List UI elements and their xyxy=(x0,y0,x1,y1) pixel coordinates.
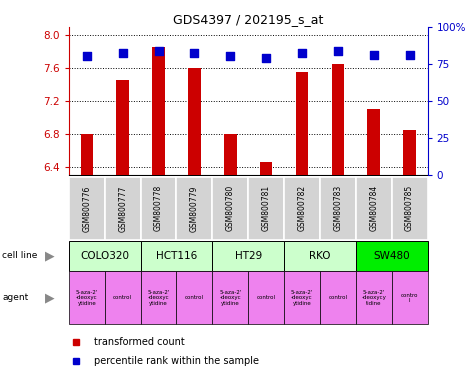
Bar xyxy=(284,177,320,240)
Bar xyxy=(356,241,428,271)
Bar xyxy=(105,271,141,324)
Text: RKO: RKO xyxy=(309,251,331,261)
Bar xyxy=(296,72,308,175)
Bar xyxy=(284,271,320,324)
Point xyxy=(83,53,91,60)
Text: GSM800781: GSM800781 xyxy=(262,185,271,232)
Bar xyxy=(69,271,105,324)
Bar xyxy=(152,47,165,175)
Point xyxy=(155,48,162,54)
Text: transformed count: transformed count xyxy=(94,337,185,347)
Bar xyxy=(212,241,284,271)
Bar xyxy=(248,177,284,240)
Point xyxy=(119,50,126,56)
Text: HT29: HT29 xyxy=(235,251,262,261)
Text: control: control xyxy=(113,295,132,301)
Text: ▶: ▶ xyxy=(45,291,55,305)
Title: GDS4397 / 202195_s_at: GDS4397 / 202195_s_at xyxy=(173,13,323,26)
Text: GSM800780: GSM800780 xyxy=(226,185,235,232)
Bar xyxy=(224,134,237,175)
Bar xyxy=(260,162,272,175)
Text: GSM800777: GSM800777 xyxy=(118,185,127,232)
Text: cell line: cell line xyxy=(2,251,38,260)
Bar xyxy=(69,241,141,271)
Text: COLO320: COLO320 xyxy=(80,251,129,261)
Bar xyxy=(116,80,129,175)
Bar xyxy=(248,271,284,324)
Text: ▶: ▶ xyxy=(45,249,55,262)
Text: GSM800785: GSM800785 xyxy=(405,185,414,232)
Point xyxy=(334,48,342,54)
Text: agent: agent xyxy=(2,293,28,303)
Text: control: control xyxy=(185,295,204,301)
Bar xyxy=(332,64,344,175)
Bar xyxy=(177,177,212,240)
Bar xyxy=(105,177,141,240)
Bar xyxy=(356,271,392,324)
Text: control: control xyxy=(256,295,275,301)
Text: GSM800783: GSM800783 xyxy=(333,185,342,232)
Bar xyxy=(212,177,248,240)
Bar xyxy=(284,241,356,271)
Text: 5-aza-2'
-deoxyc
ytidine: 5-aza-2' -deoxyc ytidine xyxy=(76,290,98,306)
Bar xyxy=(188,68,200,175)
Point xyxy=(262,55,270,61)
Bar xyxy=(320,271,356,324)
Point xyxy=(406,52,413,58)
Bar xyxy=(141,177,177,240)
Text: contro
l: contro l xyxy=(401,293,418,303)
Bar xyxy=(392,177,428,240)
Bar xyxy=(177,271,212,324)
Text: 5-aza-2'
-deoxyc
ytidine: 5-aza-2' -deoxyc ytidine xyxy=(291,290,313,306)
Text: HCT116: HCT116 xyxy=(156,251,197,261)
Text: control: control xyxy=(328,295,347,301)
Bar xyxy=(141,271,177,324)
Point xyxy=(190,50,198,56)
Bar xyxy=(356,177,392,240)
Point xyxy=(227,53,234,60)
Text: GSM800779: GSM800779 xyxy=(190,185,199,232)
Bar xyxy=(320,177,356,240)
Bar xyxy=(368,109,380,175)
Text: 5-aza-2'
-deoxyc
ytidine: 5-aza-2' -deoxyc ytidine xyxy=(147,290,170,306)
Bar xyxy=(69,177,105,240)
Text: 5-aza-2'
-deoxycy
tidine: 5-aza-2' -deoxycy tidine xyxy=(361,290,386,306)
Bar xyxy=(141,241,212,271)
Point xyxy=(370,52,378,58)
Text: SW480: SW480 xyxy=(373,251,410,261)
Text: GSM800778: GSM800778 xyxy=(154,185,163,232)
Text: GSM800776: GSM800776 xyxy=(82,185,91,232)
Bar xyxy=(81,134,93,175)
Text: percentile rank within the sample: percentile rank within the sample xyxy=(94,356,259,366)
Point xyxy=(298,50,306,56)
Text: GSM800782: GSM800782 xyxy=(297,185,306,232)
Text: GSM800784: GSM800784 xyxy=(369,185,378,232)
Bar xyxy=(212,271,248,324)
Text: 5-aza-2'
-deoxyc
ytidine: 5-aza-2' -deoxyc ytidine xyxy=(219,290,241,306)
Bar xyxy=(403,129,416,175)
Bar xyxy=(392,271,428,324)
